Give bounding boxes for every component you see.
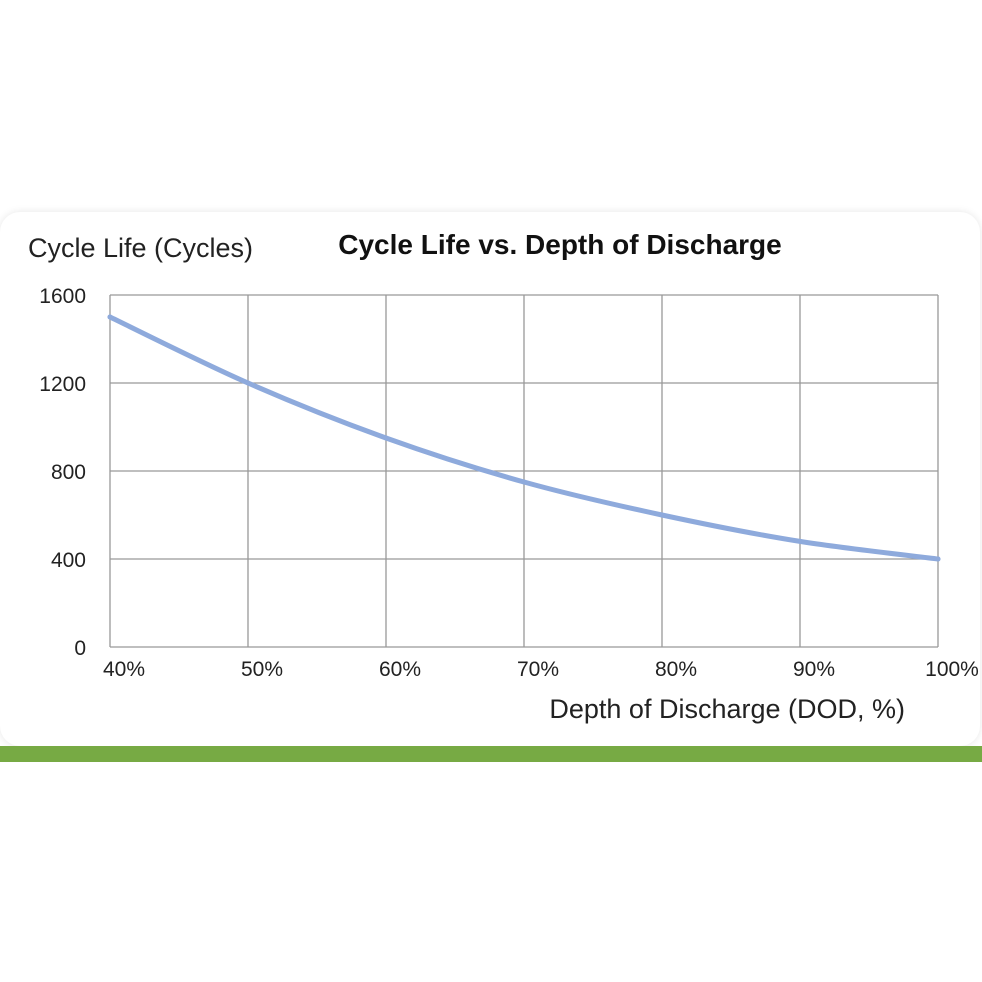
x-axis-label: Depth of Discharge (DOD, %)	[549, 694, 905, 724]
data-point	[797, 538, 803, 544]
data-point	[935, 556, 941, 562]
accent-bar	[0, 746, 982, 762]
series-group	[107, 314, 941, 562]
y-ticks: 0 400 800 1200 1600	[39, 285, 86, 660]
chart-card	[0, 212, 980, 746]
data-point	[521, 479, 527, 485]
data-point	[245, 380, 251, 386]
x-tick-label: 40%	[103, 658, 145, 681]
x-tick-label: 90%	[793, 658, 835, 681]
x-tick-label: 60%	[379, 658, 421, 681]
y-axis-label: Cycle Life (Cycles)	[28, 233, 253, 263]
grid	[109, 294, 939, 648]
y-tick-label: 1600	[39, 285, 86, 308]
x-tick-label: 100%	[925, 658, 979, 681]
x-ticks: 40% 50% 60% 70% 80% 90% 100%	[103, 658, 979, 681]
chart-title: Cycle Life vs. Depth of Discharge	[338, 229, 781, 260]
data-point	[107, 314, 113, 320]
y-tick-label: 1200	[39, 373, 86, 396]
x-tick-label: 80%	[655, 658, 697, 681]
x-tick-label: 50%	[241, 658, 283, 681]
y-tick-label: 400	[51, 549, 86, 572]
data-point	[659, 512, 665, 518]
y-tick-label: 0	[74, 637, 86, 660]
y-tick-label: 800	[51, 461, 86, 484]
x-tick-label: 70%	[517, 658, 559, 681]
data-point	[383, 435, 389, 441]
